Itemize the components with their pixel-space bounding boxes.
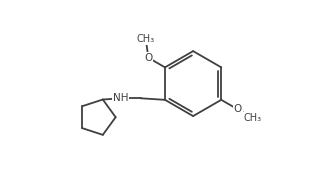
Text: NH: NH [113, 93, 129, 103]
Text: O: O [234, 104, 242, 114]
Text: CH₃: CH₃ [244, 113, 262, 123]
Text: CH₃: CH₃ [137, 34, 155, 44]
Text: O: O [144, 53, 153, 63]
